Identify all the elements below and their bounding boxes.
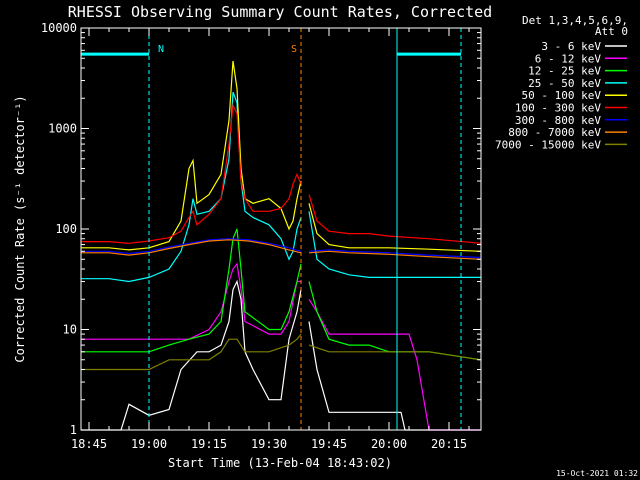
series-line-1-seg-0	[81, 262, 301, 340]
y-tick-label-0: 1	[70, 423, 77, 437]
series-line-8-seg-1	[308, 344, 482, 361]
x-axis-label: Start Time (13-Feb-04 18:43:02)	[168, 456, 392, 470]
x-tick-label-4: 19:45	[311, 437, 347, 451]
y-axis-label: Corrected Count Rate (s⁻¹ detector⁻¹)	[13, 95, 27, 362]
y-tick-label-4: 10000	[41, 21, 77, 35]
series-line-0-seg-1	[308, 321, 481, 431]
legend-label-0: 3 - 6 keV	[541, 40, 601, 53]
legend-label-4: 50 - 100 keV	[522, 89, 602, 102]
x-axis: 18:45 19:00 19:15 19:30 19:45 20:00 20:15	[71, 28, 470, 451]
series-line-2-seg-0	[81, 228, 302, 353]
y-axis: 1 10 100 1000 10000	[41, 21, 481, 437]
series-line-7-seg-1	[308, 250, 482, 260]
legend-label-3: 25 - 50 keV	[528, 77, 601, 90]
legend-label-8: 7000 - 15000 keV	[495, 138, 601, 151]
series-line-5-seg-1	[308, 194, 482, 244]
series-line-3-seg-1	[308, 211, 481, 278]
y-tick-label-2: 100	[55, 222, 77, 236]
series-line-4-seg-1	[308, 203, 482, 252]
footer-date: 15-Oct-2021 01:32	[556, 469, 638, 478]
legend-label-7: 800 - 7000 keV	[508, 126, 601, 139]
x-tick-label-3: 19:30	[251, 437, 287, 451]
series-line-3-seg-0	[81, 91, 302, 283]
series-line-4-seg-0	[81, 60, 302, 251]
series-line-0-seg-0	[81, 279, 302, 431]
x-tick-label-0: 18:45	[71, 437, 107, 451]
y-tick-label-1: 10	[63, 323, 77, 337]
flag-label-1: S	[291, 44, 297, 55]
series-line-8-seg-0	[81, 333, 302, 371]
legend-label-5: 100 - 300 keV	[515, 102, 601, 115]
legend-header-0: Det 1,3,4,5,6,9,	[522, 14, 628, 27]
series-line-1-seg-1	[308, 298, 481, 431]
series-line-5-seg-0	[81, 103, 302, 244]
series-line-6-seg-0	[81, 238, 302, 255]
legend-header-1: Att 0	[595, 25, 628, 38]
x-tick-label-6: 20:15	[431, 437, 467, 451]
y-tick-label-3: 1000	[48, 122, 77, 136]
chart-title: RHESSI Observing Summary Count Rates, Co…	[68, 3, 492, 21]
series-line-6-seg-1	[308, 249, 482, 259]
x-tick-label-5: 20:00	[371, 437, 407, 451]
x-tick-label-2: 19:15	[191, 437, 227, 451]
series-line-2-seg-1	[308, 281, 482, 361]
legend-label-1: 6 - 12 keV	[535, 52, 602, 65]
series-line-7-seg-0	[81, 239, 302, 256]
legend-label-6: 300 - 800 keV	[515, 114, 601, 127]
x-tick-label-1: 19:00	[131, 437, 167, 451]
legend-label-2: 12 - 25 keV	[528, 65, 601, 78]
flag-label-0: N	[158, 44, 164, 55]
